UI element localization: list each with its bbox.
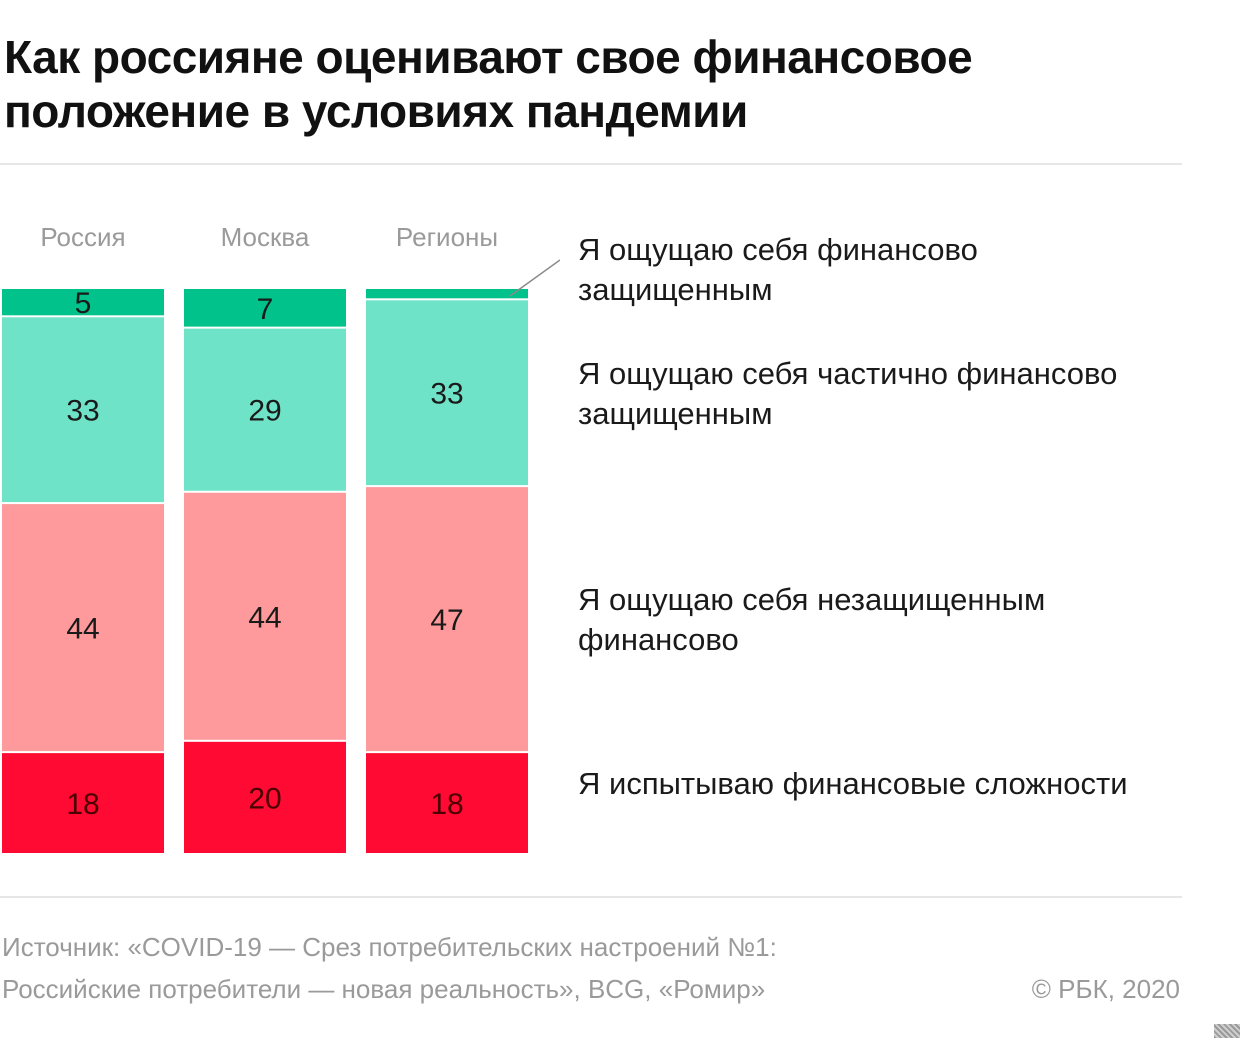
bar-segment	[2, 317, 164, 503]
top-divider	[0, 163, 1182, 165]
legend-unprotected: Я ощущаю себя незащищенным финансово	[578, 582, 1046, 657]
bar-segment	[366, 753, 528, 853]
data-label: 33	[66, 395, 99, 428]
category-label: Регионы	[396, 222, 498, 252]
source-line-2: Российские потребители — новая реальност…	[2, 974, 766, 1004]
bar-segment	[366, 487, 528, 752]
chart-title: Как россияне оценивают свое финансовое п…	[4, 31, 973, 137]
data-label: 44	[248, 601, 281, 634]
stacked-bar-chart: Россия 18 44 33 5 Москва 20 44 29 7 Регионы 18 47 33	[2, 222, 560, 853]
category-label: Москва	[221, 222, 310, 252]
bar-segment	[2, 289, 164, 316]
data-label: 29	[248, 395, 281, 428]
bar-segment	[2, 753, 164, 853]
data-label: 47	[430, 604, 463, 637]
data-label: 18	[66, 788, 99, 821]
data-label: 33	[430, 378, 463, 411]
copyright: © РБК, 2020	[1031, 974, 1180, 1004]
bar-segment	[184, 741, 346, 853]
bar-segment	[184, 289, 346, 327]
bar-segment	[184, 328, 346, 491]
bottom-divider	[0, 896, 1182, 898]
bar-segment	[366, 289, 528, 299]
bar-segment	[184, 492, 346, 740]
data-label: 7	[257, 293, 274, 326]
legend-protected: Я ощущаю себя финансово защищенным	[578, 232, 978, 307]
bar-segment	[2, 504, 164, 752]
source-note: Источник: «COVID-19 — Срез потребительск…	[2, 926, 902, 1010]
data-label: 20	[248, 782, 281, 815]
bar-segment	[366, 300, 528, 486]
data-label: 44	[66, 613, 99, 646]
legend-difficulties: Я испытываю финансовые сложности	[578, 766, 1128, 801]
leader-line	[509, 259, 560, 297]
category-label: Россия	[40, 222, 125, 252]
legend-partially-protected: Я ощущаю себя частично финансово защищен…	[578, 356, 1118, 431]
corner-mark	[1214, 1024, 1240, 1038]
data-label: 5	[75, 287, 92, 320]
source-line-1: Источник: «COVID-19 — Срез потребительск…	[2, 932, 777, 962]
data-label: 18	[430, 788, 463, 821]
